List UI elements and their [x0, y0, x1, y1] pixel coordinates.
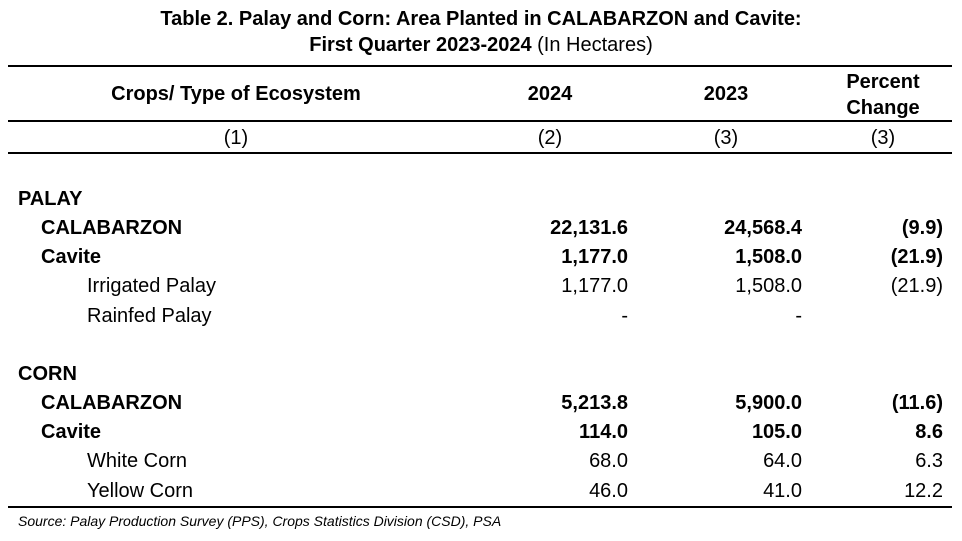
table-subtitle: First Quarter 2023-2024 (In Hectares): [0, 33, 962, 57]
column-number-1: (1): [223, 127, 249, 149]
value-pct-corn-cavite: 8.6: [915, 421, 943, 443]
row-label-yellow-corn: Yellow Corn: [87, 480, 193, 502]
column-number-rule: [8, 152, 952, 154]
value-2023-corn-calabarzon: 5,900.0: [735, 392, 802, 414]
row-label-rainfed-palay: Rainfed Palay: [87, 305, 212, 327]
row-label-corn-cavite: Cavite: [41, 421, 102, 443]
value-2024-irrigated-palay: 1,177.0: [561, 275, 628, 297]
value-pct-palay-calabarzon: (9.9): [901, 217, 943, 239]
value-2023-yellow-corn: 41.0: [763, 480, 802, 502]
value-2024-rainfed-palay: -: [621, 305, 628, 327]
column-number-3: (3): [713, 127, 739, 149]
value-2023-irrigated-palay: 1,508.0: [735, 275, 802, 297]
column-number-4: (3): [870, 127, 896, 149]
row-label-corn-calabarzon: CALABARZON: [41, 392, 183, 414]
column-number-2: (2): [537, 127, 563, 149]
section-label-corn: CORN: [18, 363, 77, 385]
table-title: Table 2. Palay and Corn: Area Planted in…: [160, 8, 802, 30]
header-percent-change: Percent Change: [800, 69, 962, 121]
header-pct-line1: Percent: [846, 71, 920, 93]
source-note: Source: Palay Production Survey (PPS), C…: [18, 513, 502, 529]
value-2024-palay-cavite: 1,177.0: [561, 246, 628, 268]
section-label-palay: PALAY: [18, 188, 83, 210]
value-2023-palay-cavite: 1,508.0: [735, 246, 802, 268]
subtitle-period: First Quarter 2023-2024: [309, 34, 532, 56]
header-rule: [8, 120, 952, 122]
value-2024-white-corn: 68.0: [589, 450, 628, 472]
value-pct-palay-cavite: (21.9): [890, 246, 943, 268]
header-pct-line2: Change: [846, 97, 920, 119]
value-2023-rainfed-palay: -: [795, 305, 802, 327]
value-pct-corn-calabarzon: (11.6): [891, 392, 943, 414]
value-2024-palay-calabarzon: 22,131.6: [550, 217, 628, 239]
row-label-palay-cavite: Cavite: [41, 246, 102, 268]
header-2024: 2024: [527, 83, 573, 105]
value-2023-white-corn: 64.0: [763, 450, 802, 472]
row-label-white-corn: White Corn: [87, 450, 188, 472]
value-2023-palay-calabarzon: 24,568.4: [724, 217, 802, 239]
row-label-palay-calabarzon: CALABARZON: [41, 217, 183, 239]
table-bottom-rule: [8, 506, 952, 508]
value-2023-corn-cavite: 105.0: [751, 421, 802, 443]
header-crop-type: Crops/ Type of Ecosystem: [111, 83, 361, 105]
row-label-irrigated-palay: Irrigated Palay: [87, 275, 216, 297]
table-top-rule: [8, 65, 952, 67]
value-pct-yellow-corn: 12.2: [904, 480, 943, 502]
value-pct-irrigated-palay: (21.9): [890, 275, 943, 297]
value-pct-white-corn: 6.3: [915, 450, 943, 472]
value-2024-corn-calabarzon: 5,213.8: [561, 392, 628, 414]
value-2024-corn-cavite: 114.0: [579, 421, 628, 443]
value-2024-yellow-corn: 46.0: [589, 480, 628, 502]
header-2023: 2023: [703, 83, 749, 105]
subtitle-unit: (In Hectares): [531, 34, 653, 56]
